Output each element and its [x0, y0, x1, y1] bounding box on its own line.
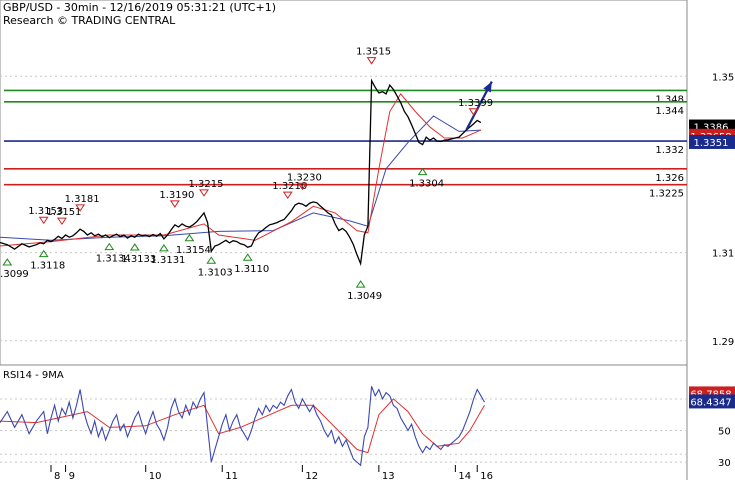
price-tick-label: 1.29	[712, 337, 734, 348]
pivot-low-marker	[129, 243, 140, 251]
pivot-high-marker	[282, 191, 293, 200]
pivot-high-label: 1.3230	[287, 172, 322, 183]
level-label: 1.3225	[649, 189, 684, 200]
ma-red-line	[0, 93, 482, 247]
pivot-high-label: 1.3399	[458, 98, 493, 109]
pivot-high-marker	[169, 200, 180, 208]
pivot-high-marker	[468, 108, 479, 116]
rsi-current-box	[689, 394, 735, 409]
pivot-low-label: 1.3110	[234, 264, 269, 275]
forecast-arrowhead	[483, 81, 492, 93]
pivot-high-marker	[75, 204, 86, 212]
rsi-tick-label: 50	[718, 427, 731, 438]
pivot-low-marker	[158, 244, 169, 252]
pivot-high-label: 1.3210	[272, 181, 307, 192]
x-tick-label: 14	[458, 471, 471, 480]
rsi-tick-label: 30	[718, 458, 731, 469]
pivot-high-label: 1.3153	[28, 206, 63, 217]
rsi-current-label: 68.4347	[690, 397, 731, 408]
ma-blue-line	[0, 115, 481, 241]
rsi-ma-line	[0, 398, 485, 454]
pivot-high-marker	[297, 182, 308, 191]
pivot-high-label: 1.3515	[356, 47, 391, 58]
pivot-high-label: 1.3181	[65, 194, 100, 205]
pivot-low-marker	[417, 167, 428, 176]
level-label: 1.348	[655, 94, 684, 105]
level-label: 1.332	[655, 145, 684, 156]
pivot-low-label: 1.3099	[0, 269, 29, 280]
level-label: 1.326	[655, 173, 684, 184]
pivot-low-label: 1.3133	[121, 254, 156, 265]
chart-header-line1: GBP/USD - 30min - 12/16/2019 05:31:21 (U…	[3, 1, 276, 14]
level-label: 1.344	[655, 106, 684, 117]
current-value-label: 1.3351	[694, 138, 729, 149]
pivot-high-label: 1.3215	[189, 179, 224, 190]
pivot-high-marker	[38, 216, 49, 225]
pivot-low-marker	[104, 242, 115, 251]
pivot-low-label: 1.3049	[347, 291, 382, 302]
x-tick-label: 16	[480, 471, 493, 480]
pivot-high-marker	[366, 57, 377, 65]
x-tick-label: 12	[305, 471, 318, 480]
chart-header-line2: Research © TRADING CENTRAL	[3, 14, 176, 27]
pivot-low-marker	[2, 258, 13, 266]
x-axis: 8 9 10 11 12 13 14 16	[50, 465, 493, 480]
pivot-low-label: 1.3131	[150, 255, 185, 266]
pivot-low-marker	[355, 280, 366, 288]
current-value-box	[689, 134, 735, 149]
pivot-high-label: 1.3190	[159, 190, 194, 201]
x-tick-label: 11	[225, 471, 238, 480]
pivot-low-marker	[184, 233, 195, 242]
price-tick-label: 1.35	[712, 72, 734, 83]
pivot-low-label: 1.3118	[30, 261, 65, 272]
pivot-high-marker	[199, 189, 209, 197]
pivot-low-label: 1.3154	[176, 245, 211, 256]
pivot-low-marker	[242, 253, 253, 261]
rsi-line	[0, 386, 485, 467]
pivot-low-label: 1.3103	[198, 267, 233, 278]
pivot-low-marker	[38, 249, 49, 258]
current-value-label: 1.3386	[694, 123, 729, 134]
rsi-title: RSI14 - 9MA	[3, 370, 64, 381]
pivot-high-marker	[56, 217, 67, 226]
x-tick-label: 8	[54, 471, 60, 480]
pivot-high-label: 1.3151	[46, 207, 81, 218]
x-tick-label: 13	[382, 471, 395, 480]
pivot-low-label: 1.3134	[96, 254, 131, 265]
pivot-low-marker	[206, 256, 217, 264]
x-tick-label: 9	[69, 471, 75, 480]
price-tick-label: 1.31	[712, 249, 734, 260]
price-line	[0, 78, 482, 267]
pivot-low-label: 1.3304	[409, 179, 444, 190]
x-tick-label: 10	[149, 471, 162, 480]
